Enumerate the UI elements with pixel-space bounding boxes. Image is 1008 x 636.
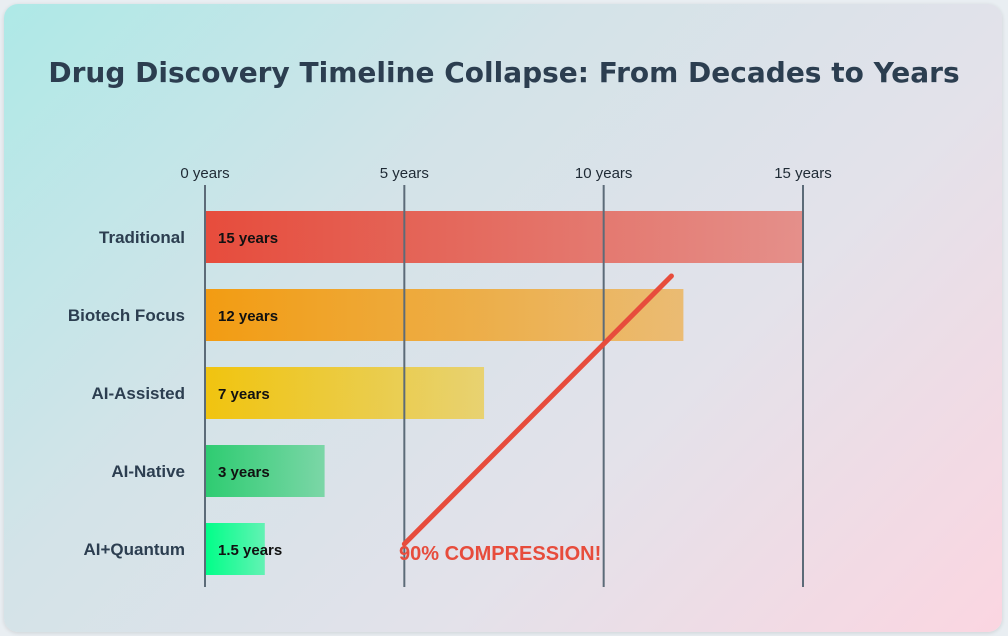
- x-tick-label: 10 years: [575, 165, 633, 182]
- chart-title: Drug Discovery Timeline Collapse: From D…: [48, 56, 960, 89]
- value-label: 1.5 years: [218, 542, 282, 559]
- category-label: AI-Assisted: [91, 384, 185, 403]
- x-tick-label: 0 years: [180, 165, 229, 182]
- category-label: Biotech Focus: [68, 306, 185, 325]
- bar-ai-native: [205, 445, 325, 497]
- compression-line: [401, 273, 674, 547]
- value-label: 3 years: [218, 464, 270, 481]
- category-label: Traditional: [99, 228, 185, 247]
- category-label: AI-Native: [111, 462, 185, 481]
- value-label: 12 years: [218, 308, 278, 325]
- labels-layer: Traditional 15 years Biotech Focus 12 years…: [68, 165, 832, 559]
- annotation-layer: 90% COMPRESSION!: [399, 273, 674, 565]
- bar-ai-quantum: [205, 523, 265, 575]
- value-label: 7 years: [218, 386, 270, 403]
- bars-layer: [205, 211, 803, 575]
- compression-annotation: 90% COMPRESSION!: [399, 543, 601, 565]
- category-label: AI+Quantum: [83, 540, 185, 559]
- bar-traditional: [205, 211, 803, 263]
- bar-ai-assisted: [205, 367, 485, 419]
- grid-layer: [204, 185, 804, 587]
- x-tick-label: 5 years: [380, 165, 429, 182]
- x-tick-label: 15 years: [774, 165, 832, 182]
- value-label: 15 years: [218, 230, 278, 247]
